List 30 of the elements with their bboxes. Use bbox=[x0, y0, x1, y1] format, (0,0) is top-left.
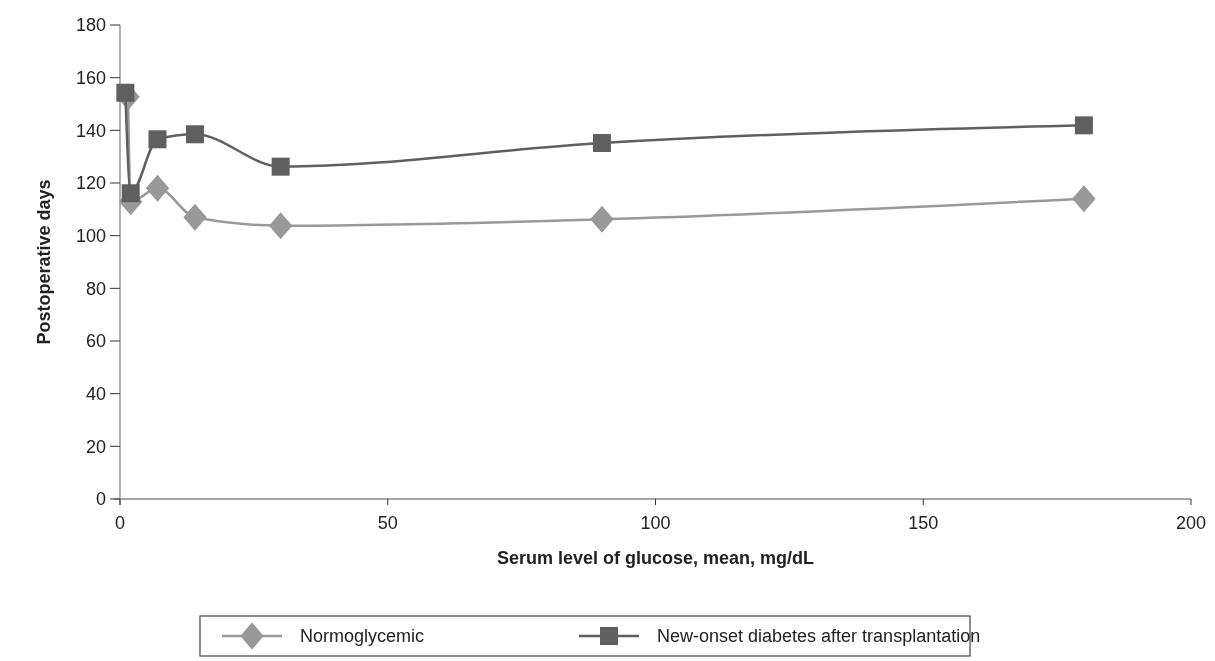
point bbox=[271, 157, 290, 176]
x-tick-label: 200 bbox=[1175, 513, 1207, 533]
x-axis-title: Serum level of glucose, mean, mg/dL bbox=[496, 548, 815, 568]
x-tick-label: 50 bbox=[377, 513, 398, 533]
point bbox=[185, 125, 204, 144]
y-axis-title: Postoperative days bbox=[34, 179, 54, 345]
y-tick-label: 180 bbox=[75, 15, 106, 36]
y-tick-label: 140 bbox=[75, 120, 106, 141]
point bbox=[1074, 116, 1093, 135]
point bbox=[268, 212, 293, 240]
x-tick-label: 150 bbox=[908, 513, 939, 533]
y-tick-label: 80 bbox=[85, 278, 106, 299]
y-tick-label: 20 bbox=[85, 436, 106, 457]
point bbox=[121, 184, 140, 203]
y-tick-label: 160 bbox=[75, 67, 106, 88]
x-tick-label: 100 bbox=[640, 513, 671, 533]
y-tick-label: 60 bbox=[85, 331, 106, 352]
point bbox=[145, 174, 170, 202]
point bbox=[592, 133, 611, 152]
y-tick-label: 120 bbox=[75, 173, 106, 194]
y-tick-label: 100 bbox=[75, 225, 106, 246]
point bbox=[1072, 185, 1096, 213]
point bbox=[183, 203, 207, 231]
x-tick-label: 0 bbox=[114, 513, 126, 533]
point bbox=[148, 130, 167, 149]
y-tick-label: 0 bbox=[95, 489, 106, 510]
point bbox=[590, 205, 614, 233]
legend-label: Normoglycemic bbox=[300, 626, 425, 647]
y-tick-label: 40 bbox=[85, 383, 106, 404]
legend-label: New-onset diabetes after transplantation bbox=[657, 626, 981, 647]
